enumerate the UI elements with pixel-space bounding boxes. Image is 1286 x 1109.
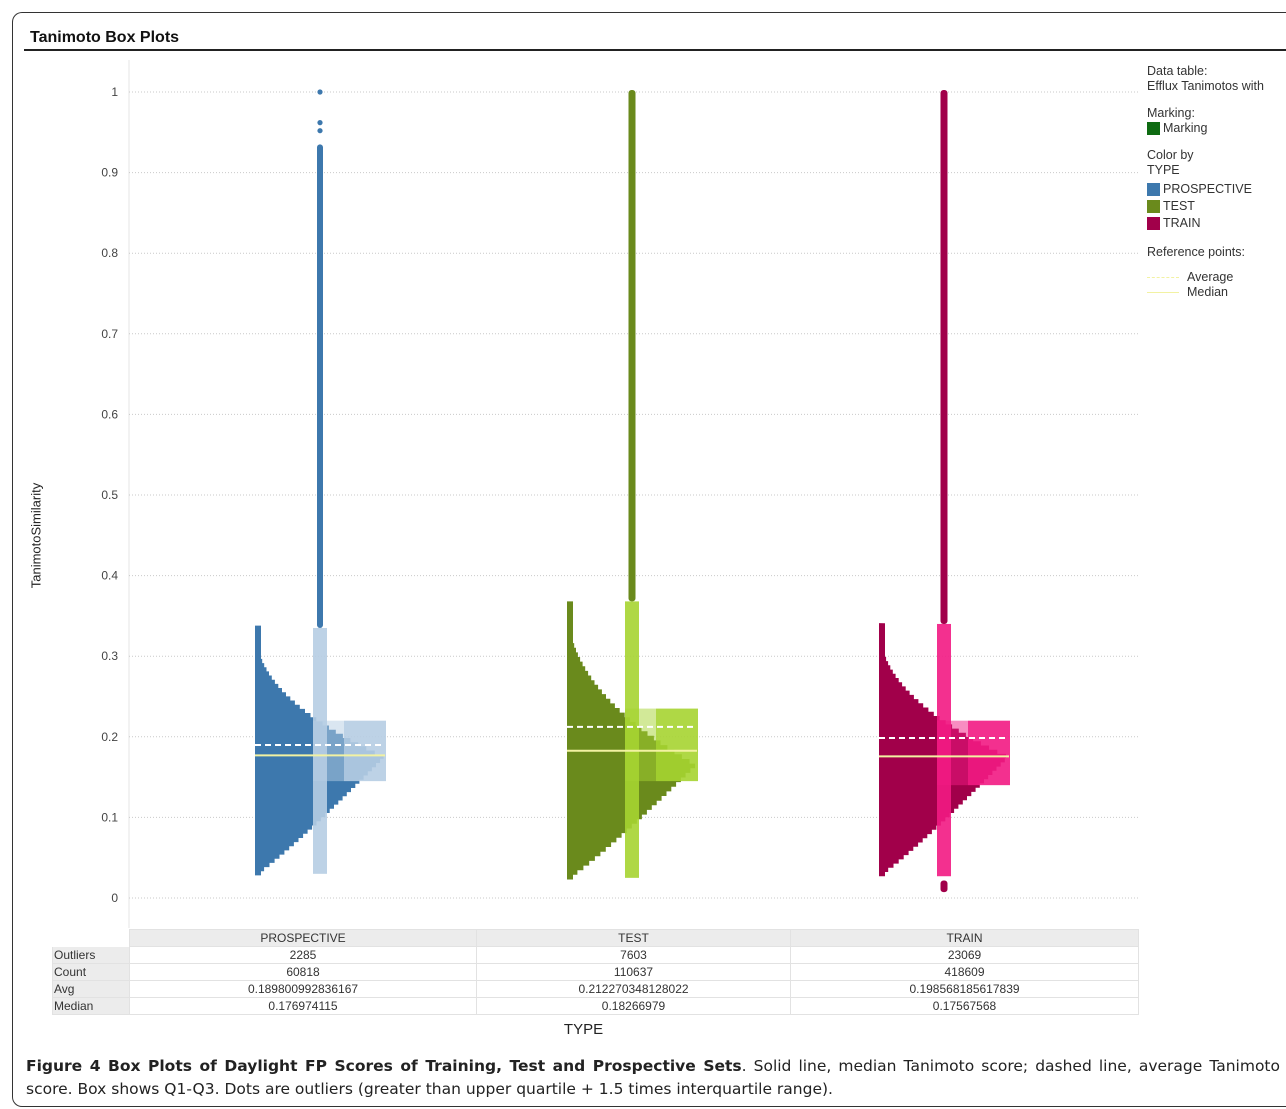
table-cell: 2285 — [129, 946, 477, 964]
outlier-column — [317, 144, 323, 628]
outlier-point — [317, 120, 323, 126]
legend-series-list: PROSPECTIVE TEST TRAIN — [1147, 182, 1264, 231]
legend-label-test: TEST — [1163, 199, 1195, 213]
legend-color-by-value: TYPE — [1147, 163, 1180, 177]
legend-marking-label: Marking: — [1147, 106, 1195, 120]
legend-item-prospective[interactable]: PROSPECTIVE — [1147, 182, 1264, 197]
row-label-avg: Avg — [52, 980, 130, 998]
box-inner-train — [937, 720, 968, 786]
figure-caption: Figure 4 Box Plots of Daylight FP Scores… — [26, 1055, 1280, 1101]
legend-label-prospective: PROSPECTIVE — [1163, 182, 1252, 196]
swatch-prospective — [1147, 183, 1160, 196]
table-cell: 110637 — [476, 963, 791, 981]
table-cell: 0.189800992836167 — [129, 980, 477, 998]
y-axis-title: TanimotoSimilarity — [28, 482, 44, 589]
legend-ref-average-label: Average — [1187, 270, 1234, 284]
table-cell: 0.212270348128022 — [476, 980, 791, 998]
table-cell: 23069 — [790, 946, 1139, 964]
row-label-outliers: Outliers — [52, 946, 130, 964]
legend-label-train: TRAIN — [1163, 216, 1201, 230]
table-row: Avg 0.189800992836167 0.212270348128022 … — [52, 980, 1139, 998]
box-test — [656, 708, 698, 782]
stats-table: PROSPECTIVE TEST TRAIN Outliers 2285 760… — [52, 929, 1139, 1015]
legend-marking-text: Marking — [1163, 121, 1208, 135]
legend: Data table: Efflux Tanimotos with Markin… — [1147, 64, 1264, 300]
outlier-low — [940, 880, 948, 893]
table-corner — [52, 929, 130, 947]
table-header-train: TRAIN — [790, 929, 1139, 947]
legend-ref-average: Average — [1147, 270, 1264, 285]
swatch-test — [1147, 200, 1160, 213]
y-tick-label: 0 — [111, 891, 118, 905]
table-cell: 418609 — [790, 963, 1139, 981]
outlier-column — [940, 90, 948, 624]
caption-text: . Solid line, median Tanimoto score; das… — [26, 1057, 1280, 1098]
legend-item-test[interactable]: TEST — [1147, 199, 1264, 214]
row-label-count: Count — [52, 963, 130, 981]
legend-data-table-label: Data table: — [1147, 64, 1208, 78]
table-row: Count 60818 110637 418609 — [52, 963, 1139, 981]
box-prospective — [344, 720, 386, 782]
y-tick-label: 0.9 — [101, 166, 118, 180]
average-line-swatch — [1147, 277, 1179, 278]
table-header-row: PROSPECTIVE TEST TRAIN — [52, 929, 1139, 947]
outlier-column — [628, 90, 636, 602]
legend-data-table-value: Efflux Tanimotos with — [1147, 79, 1264, 93]
y-tick-label: 0.8 — [101, 246, 118, 260]
legend-ref-median-label: Median — [1187, 285, 1228, 299]
figure-frame — [12, 12, 1286, 1107]
table-header-prospective: PROSPECTIVE — [129, 929, 477, 947]
y-tick-label: 0.7 — [101, 327, 118, 341]
table-cell: 0.17567568 — [790, 997, 1139, 1015]
legend-item-train[interactable]: TRAIN — [1147, 216, 1264, 231]
y-tick-label: 1 — [111, 85, 118, 99]
outlier-point — [317, 128, 323, 134]
median-line-swatch — [1147, 292, 1179, 293]
x-axis-title: TYPE — [563, 1021, 604, 1038]
table-cell: 7603 — [476, 946, 791, 964]
y-tick-label: 0.1 — [101, 810, 118, 824]
table-cell: 0.176974115 — [129, 997, 477, 1015]
box-plot-chart: 0 0.1 0.2 0.3 0.4 0.5 0.6 0.7 0.8 0.9 1 — [101, 60, 1138, 928]
y-tick-label: 0.4 — [101, 569, 118, 583]
table-row: Outliers 2285 7603 23069 — [52, 946, 1139, 964]
table-row: Median 0.176974115 0.18266979 0.17567568 — [52, 997, 1139, 1015]
y-tick-label: 0.3 — [101, 649, 118, 663]
box-train — [968, 720, 1010, 786]
table-cell: 0.18266979 — [476, 997, 791, 1015]
table-cell: 0.198568185617839 — [790, 980, 1139, 998]
legend-marking-item[interactable]: Marking — [1147, 121, 1264, 136]
legend-reference-label: Reference points: — [1147, 245, 1245, 259]
y-tick-label: 0.5 — [101, 488, 118, 502]
title-rule — [24, 49, 1286, 51]
y-tick-label: 0.2 — [101, 730, 118, 744]
panel-title: Tanimoto Box Plots — [30, 29, 180, 46]
marking-swatch — [1147, 122, 1160, 135]
swatch-train — [1147, 217, 1160, 230]
table-cell: 60818 — [129, 963, 477, 981]
box-inner-prospective — [313, 720, 344, 782]
y-tick-label: 0.6 — [101, 407, 118, 421]
legend-ref-median: Median — [1147, 285, 1264, 300]
outlier-point — [317, 89, 323, 95]
table-header-test: TEST — [476, 929, 791, 947]
legend-color-by-label: Color by — [1147, 148, 1194, 162]
row-label-median: Median — [52, 997, 130, 1015]
caption-bold: Figure 4 Box Plots of Daylight FP Scores… — [26, 1057, 742, 1075]
box-inner-test — [625, 708, 656, 782]
